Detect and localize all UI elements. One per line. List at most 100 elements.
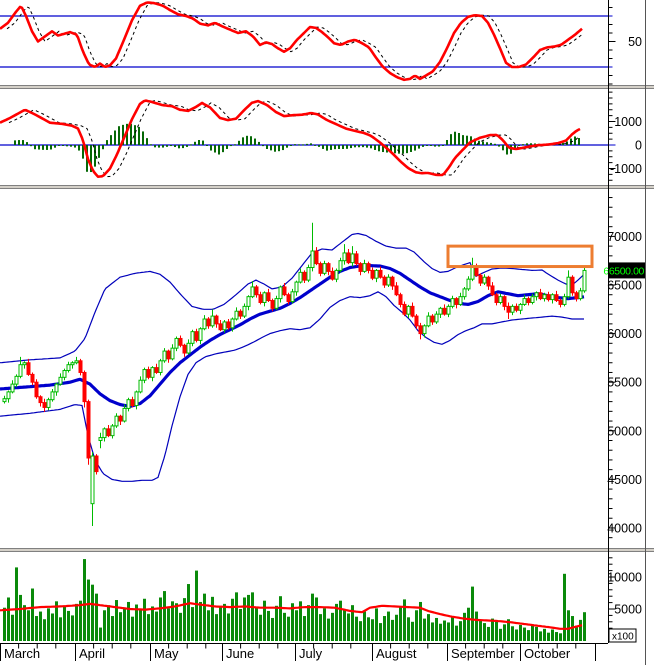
macd-histogram-bar bbox=[466, 135, 468, 145]
macd-histogram-bar bbox=[278, 145, 280, 152]
macd-histogram-bar bbox=[302, 144, 304, 146]
volume-bar bbox=[279, 596, 282, 641]
macd-histogram-bar bbox=[414, 145, 416, 151]
candle-up bbox=[422, 325, 427, 335]
volume-bar bbox=[555, 632, 558, 641]
volume-bar bbox=[439, 623, 442, 641]
macd-histogram-bar bbox=[98, 145, 100, 158]
panel-splitter[interactable] bbox=[0, 548, 654, 552]
macd-histogram-bar bbox=[502, 145, 504, 151]
macd-histogram-bar bbox=[494, 143, 496, 145]
candle-down bbox=[506, 305, 511, 313]
month-label: April bbox=[79, 646, 105, 661]
volume-bar bbox=[395, 614, 398, 641]
panel-splitter[interactable] bbox=[0, 85, 654, 89]
last-price-label: 66500.00 bbox=[603, 265, 644, 277]
volume-bar bbox=[527, 630, 530, 641]
stochastic-d-signal-line bbox=[6, 1, 584, 81]
volume-bar bbox=[411, 621, 414, 641]
candle-down bbox=[474, 267, 479, 276]
volume-bar bbox=[11, 614, 14, 641]
volume-bar bbox=[111, 616, 114, 641]
candle-up bbox=[278, 286, 283, 300]
candle-down bbox=[346, 252, 351, 264]
candle-up bbox=[462, 288, 467, 298]
volume-bar bbox=[119, 612, 122, 641]
volume-bar bbox=[283, 612, 286, 641]
volume-bar bbox=[443, 620, 446, 641]
macd-histogram-bar bbox=[82, 145, 84, 159]
macd-histogram-bar bbox=[490, 142, 492, 145]
macd-histogram-bar bbox=[42, 145, 44, 150]
macd-histogram-bar bbox=[150, 144, 152, 146]
candle-up bbox=[158, 360, 163, 373]
candle-down bbox=[354, 253, 359, 265]
macd-histogram-bar bbox=[266, 145, 268, 149]
macd-histogram-bar bbox=[206, 145, 208, 146]
candle-up bbox=[70, 362, 75, 366]
candle-up bbox=[222, 321, 227, 331]
macd-histogram-bar bbox=[234, 144, 236, 146]
candle-down bbox=[378, 269, 383, 278]
candle-down bbox=[330, 270, 335, 280]
volume-bar bbox=[19, 594, 22, 641]
candle-down bbox=[502, 296, 507, 307]
macd-histogram-bar bbox=[274, 145, 276, 152]
candle-down bbox=[82, 371, 87, 403]
volume-bar bbox=[187, 584, 190, 641]
volume-bar bbox=[251, 592, 254, 641]
volume-bar bbox=[259, 614, 262, 641]
panel-splitter[interactable] bbox=[0, 185, 654, 189]
candle-up bbox=[582, 269, 587, 292]
candle-down bbox=[30, 373, 35, 383]
resistance-box-annotation[interactable] bbox=[446, 244, 594, 269]
volume-bar bbox=[87, 579, 90, 641]
macd-histogram-bar bbox=[486, 142, 488, 145]
candle-up bbox=[482, 276, 487, 284]
candle-up bbox=[470, 267, 475, 280]
volume-bar bbox=[363, 611, 366, 641]
stochastic-panel-plot bbox=[0, 1, 608, 82]
candle-down bbox=[358, 263, 363, 272]
candle-down bbox=[282, 286, 287, 296]
volume-bar bbox=[467, 607, 470, 641]
volume-bar bbox=[483, 623, 486, 641]
month-label: March bbox=[4, 646, 40, 661]
macd-histogram-bar bbox=[62, 145, 64, 146]
volume-bar bbox=[563, 573, 566, 641]
macd-histogram-bar bbox=[130, 123, 132, 145]
macd-histogram-bar bbox=[74, 145, 76, 148]
candle-down bbox=[206, 318, 211, 327]
macd-histogram-bar bbox=[70, 145, 72, 147]
macd-histogram-bar bbox=[178, 145, 180, 149]
volume-bar bbox=[475, 611, 478, 641]
macd-histogram-bar bbox=[342, 145, 344, 150]
macd-axis-label: -1000 bbox=[610, 162, 642, 176]
volume-bar bbox=[95, 593, 98, 641]
candle-up bbox=[162, 350, 167, 362]
volume-bar bbox=[531, 624, 534, 641]
macd-histogram-bar bbox=[34, 145, 36, 150]
candle-down bbox=[402, 303, 407, 315]
volume-bar bbox=[271, 617, 274, 641]
volume-bar bbox=[303, 616, 306, 641]
macd-histogram-bar bbox=[146, 138, 148, 145]
macd-histogram-bar bbox=[290, 145, 292, 146]
candle-up bbox=[542, 294, 547, 300]
macd-histogram-bar bbox=[410, 145, 412, 152]
macd-histogram-bar bbox=[22, 140, 24, 145]
price-axis-label: 65000 bbox=[607, 279, 642, 293]
volume-bar bbox=[35, 616, 38, 641]
macd-histogram-bar bbox=[426, 145, 428, 146]
macd-histogram-bar bbox=[14, 140, 16, 145]
macd-histogram-bar bbox=[362, 145, 364, 148]
candle-up bbox=[466, 278, 471, 290]
last-price-tag: 66500.00 bbox=[603, 262, 645, 279]
candle-up bbox=[566, 276, 571, 298]
macd-histogram-bar bbox=[38, 145, 40, 150]
candle-down bbox=[314, 250, 319, 265]
volume-bar bbox=[519, 625, 522, 641]
candle-down bbox=[178, 337, 183, 346]
volume-bar bbox=[123, 607, 126, 641]
